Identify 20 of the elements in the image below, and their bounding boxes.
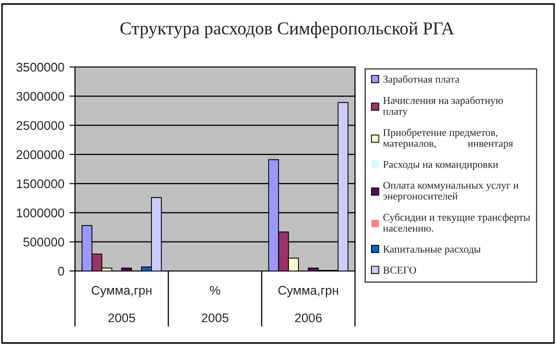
y-tick-label: 3000000 xyxy=(16,92,64,101)
category-label: Сумма,грн 2005 xyxy=(92,286,152,322)
legend-label: Начисления на заработную плату xyxy=(383,96,503,117)
category-label: Сумма,грн 2006 xyxy=(278,286,338,322)
legend-label: ВСЕГО xyxy=(383,266,416,274)
y-tick-label: 3500000 xyxy=(16,62,64,72)
legend-label: Приобретение предметов, материалов, инвентаря xyxy=(383,128,513,150)
legend-label: Заработная плата xyxy=(383,75,460,85)
y-tick-label: 0 xyxy=(58,266,64,276)
y-tick-label: 2500000 xyxy=(16,121,64,130)
legend-label: Капитальные расходы xyxy=(383,246,481,255)
category-label: % 2005 xyxy=(202,286,228,322)
y-tick-label: 1500000 xyxy=(16,179,64,188)
y-tick-label: 500000 xyxy=(23,238,64,247)
legend-label: Оплата коммунальных услуг и энергоносителей xyxy=(383,182,518,202)
y-tick-label: 2000000 xyxy=(16,150,64,160)
y-tick-label: 1000000 xyxy=(16,208,64,218)
legend-label: Расходы на командировки xyxy=(383,160,498,170)
chart-title: Структура расходов Симферопольской РГА xyxy=(120,22,454,38)
legend-label: Субсидии и текущие трансферты населению. xyxy=(383,213,530,232)
